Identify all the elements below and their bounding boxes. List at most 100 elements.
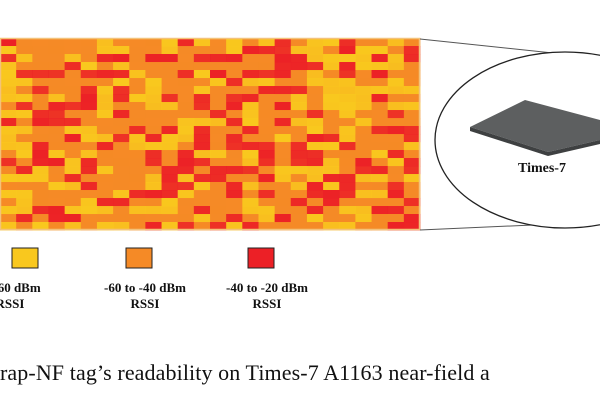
heatmap-cell (0, 166, 17, 175)
heatmap-cell (16, 70, 33, 79)
heatmap-cell (258, 134, 276, 143)
heatmap-cell (113, 78, 130, 87)
heatmap-cell (274, 94, 292, 103)
heatmap-cell (161, 102, 179, 111)
heatmap-cell (193, 166, 211, 175)
heatmap-cell (323, 54, 340, 63)
heatmap-cell (177, 86, 195, 95)
heatmap-cell (96, 214, 114, 223)
heatmap-cell (306, 86, 324, 95)
heatmap-cell (129, 102, 146, 111)
legend-label-yellow: to -60 dBm RSSI (0, 280, 41, 311)
heatmap-cell (371, 118, 389, 127)
heatmap-cell (96, 150, 114, 159)
heatmap-cell (80, 158, 98, 167)
heatmap-cell (403, 94, 421, 103)
heatmap-cell (161, 142, 179, 151)
heatmap-cell (226, 150, 243, 159)
heatmap-cell (48, 222, 66, 231)
heatmap-cell (355, 102, 372, 111)
heatmap-cell (113, 134, 130, 143)
heatmap-cell (242, 166, 259, 175)
heatmap-cell (210, 150, 227, 159)
heatmap-cell (226, 78, 243, 87)
heatmap-cell (16, 166, 33, 175)
heatmap-cell (32, 78, 49, 87)
heatmap-cell (242, 126, 259, 135)
heatmap-cell (48, 70, 66, 79)
heatmap-cell (113, 70, 130, 79)
heatmap-cell (113, 142, 130, 151)
heatmap-cell (129, 206, 146, 215)
heatmap-cell (177, 110, 195, 119)
heatmap-cell (274, 46, 292, 55)
heatmap-cell (290, 206, 308, 215)
heatmap-cell (64, 38, 82, 47)
heatmap-cell (177, 198, 195, 207)
heatmap-cell (274, 110, 292, 119)
heatmap-cell (80, 174, 98, 183)
heatmap-cell (323, 62, 340, 71)
heatmap-cell (32, 182, 49, 191)
heatmap-cell (96, 54, 114, 63)
heatmap-cell (355, 126, 372, 135)
heatmap-cell (323, 182, 340, 191)
heatmap-cell (16, 46, 33, 55)
heatmap-cell (371, 198, 389, 207)
heatmap-cell (339, 46, 356, 55)
heatmap-cell (96, 206, 114, 215)
heatmap-cell (193, 110, 211, 119)
heatmap-cell (16, 62, 33, 71)
heatmap-cell (403, 110, 421, 119)
heatmap-cell (145, 46, 162, 55)
heatmap-cell (16, 86, 33, 95)
heatmap-cell (371, 182, 389, 191)
heatmap-cell (226, 38, 243, 47)
heatmap-cell (242, 110, 259, 119)
heatmap-cell (242, 54, 259, 63)
heatmap-cell (48, 86, 66, 95)
heatmap-cell (32, 126, 49, 135)
heatmap-cell (290, 174, 308, 183)
heatmap-cell (371, 86, 389, 95)
heatmap-cell (16, 126, 33, 135)
heatmap-cell (80, 206, 98, 215)
heatmap-cell (64, 70, 82, 79)
heatmap-cell (403, 190, 421, 199)
heatmap-cell (16, 158, 33, 167)
heatmap-cell (193, 174, 211, 183)
heatmap-cell (32, 102, 49, 111)
heatmap-cell (403, 166, 421, 175)
heatmap-cell (96, 46, 114, 55)
heatmap-cell (355, 54, 372, 63)
heatmap-cell (323, 78, 340, 87)
heatmap-cell (371, 78, 389, 87)
heatmap-cell (145, 86, 162, 95)
heatmap-cell (210, 222, 227, 231)
heatmap-cell (210, 54, 227, 63)
heatmap-cell (339, 150, 356, 159)
heatmap-cell (129, 38, 146, 47)
antenna-edge (470, 127, 600, 156)
heatmap-cell (306, 206, 324, 215)
heatmap-cell (403, 38, 421, 47)
heatmap-cell (161, 150, 179, 159)
heatmap-cell (113, 46, 130, 55)
heatmap-cell (96, 190, 114, 199)
heatmap-cell (274, 198, 292, 207)
heatmap-cell (274, 134, 292, 143)
heatmap-cell (210, 134, 227, 143)
heatmap-cell (242, 222, 259, 231)
heatmap-cell (145, 190, 162, 199)
heatmap-cell (177, 214, 195, 223)
heatmap-cell (274, 126, 292, 135)
heatmap-cell (129, 158, 146, 167)
heatmap-cell (306, 142, 324, 151)
heatmap-cell (387, 166, 405, 175)
heatmap-cell (355, 134, 372, 143)
heatmap-cell (403, 70, 421, 79)
heatmap-cell (113, 86, 130, 95)
heatmap-cell (48, 94, 66, 103)
heatmap-cell (258, 70, 276, 79)
